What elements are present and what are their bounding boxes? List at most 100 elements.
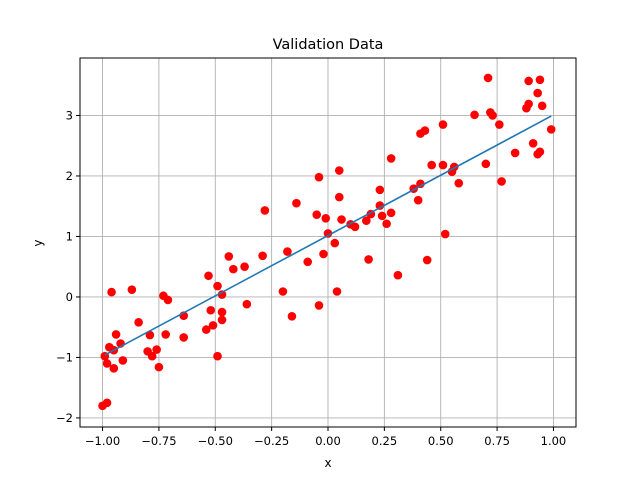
data-point <box>535 147 545 157</box>
data-point <box>470 110 479 120</box>
data-point <box>334 192 344 202</box>
data-point <box>240 262 249 271</box>
data-point <box>438 120 448 129</box>
data-point <box>201 325 211 334</box>
data-point <box>107 287 116 297</box>
fit-line-layer <box>104 115 552 356</box>
x-tick-label: −0.25 <box>254 434 289 448</box>
fit-line <box>104 115 552 356</box>
data-point <box>217 315 227 325</box>
data-point <box>206 305 216 315</box>
data-point <box>229 264 238 274</box>
x-axis-label: x <box>324 456 331 470</box>
y-tick-label: −1 <box>56 350 73 364</box>
x-tick-label: 0.25 <box>372 434 398 448</box>
data-point <box>102 359 112 368</box>
data-point <box>377 211 387 221</box>
data-point <box>154 362 164 372</box>
y-axis-ticks: −2 −1 0 1 2 3 <box>56 108 80 425</box>
data-point <box>321 214 331 223</box>
data-point <box>287 312 297 321</box>
data-point <box>314 301 324 310</box>
y-tick-label: 3 <box>66 108 73 122</box>
data-point <box>109 364 119 373</box>
data-point <box>242 299 252 309</box>
data-point <box>127 285 137 294</box>
y-axis-label: y <box>31 239 45 246</box>
data-point <box>524 76 533 86</box>
data-point <box>422 255 432 265</box>
data-point <box>528 138 538 148</box>
data-point <box>382 219 391 229</box>
data-point <box>546 125 556 134</box>
y-tick-label: −2 <box>56 411 73 425</box>
data-point <box>147 351 157 361</box>
data-point <box>416 179 425 189</box>
data-point <box>393 270 403 280</box>
data-point <box>537 101 547 111</box>
x-tick-label: 0.50 <box>428 434 454 448</box>
y-tick-label: 2 <box>66 169 73 183</box>
data-point <box>375 201 385 210</box>
data-point <box>438 160 448 170</box>
data-point <box>420 126 430 135</box>
data-point <box>364 255 373 264</box>
data-point <box>413 195 423 205</box>
y-tick-label: 0 <box>66 290 73 304</box>
data-point <box>488 111 497 120</box>
data-point <box>163 295 173 305</box>
chart-title: Validation Data <box>273 37 384 53</box>
data-point <box>386 154 396 163</box>
data-point <box>337 215 346 224</box>
data-point <box>134 318 143 327</box>
data-point <box>319 249 328 259</box>
data-point <box>179 333 189 342</box>
data-point <box>204 271 213 281</box>
data-point <box>375 185 385 195</box>
data-point <box>495 120 504 129</box>
data-point <box>102 398 112 408</box>
data-point <box>161 330 170 339</box>
data-point <box>454 178 464 188</box>
data-point <box>217 307 227 317</box>
data-point <box>440 229 450 239</box>
data-point <box>152 345 161 354</box>
data-point <box>303 257 313 267</box>
data-point <box>224 252 234 261</box>
data-point <box>312 210 322 219</box>
grid <box>80 58 576 427</box>
data-point <box>334 166 344 175</box>
x-tick-label: −0.75 <box>141 434 176 448</box>
data-points <box>98 73 556 411</box>
data-point <box>283 247 292 256</box>
data-point <box>483 73 493 83</box>
data-point <box>524 99 533 109</box>
x-axis-ticks: −1.00 −0.75 −0.50 −0.25 0.00 0.25 0.50 0.75 1.00 <box>85 427 566 448</box>
data-point <box>481 159 491 169</box>
data-point <box>362 216 371 226</box>
data-point <box>386 208 396 218</box>
x-tick-label: −0.50 <box>198 434 233 448</box>
data-point <box>332 287 342 296</box>
data-point <box>497 177 506 186</box>
data-point <box>533 88 542 98</box>
x-tick-label: 1.00 <box>541 434 567 448</box>
data-point <box>510 148 520 158</box>
data-point <box>535 75 545 85</box>
y-tick-label: 1 <box>66 229 73 243</box>
data-point <box>314 172 324 182</box>
data-point <box>213 351 222 361</box>
data-point <box>208 321 218 330</box>
data-point <box>258 251 267 261</box>
data-point <box>323 229 333 238</box>
data-point <box>278 287 288 296</box>
data-point <box>213 281 222 291</box>
data-point <box>217 290 227 299</box>
data-point <box>350 222 360 232</box>
x-tick-label: 0.75 <box>484 434 510 448</box>
data-point <box>292 198 301 208</box>
x-tick-label: −1.00 <box>85 434 120 448</box>
x-tick-label: 0.00 <box>315 434 341 448</box>
